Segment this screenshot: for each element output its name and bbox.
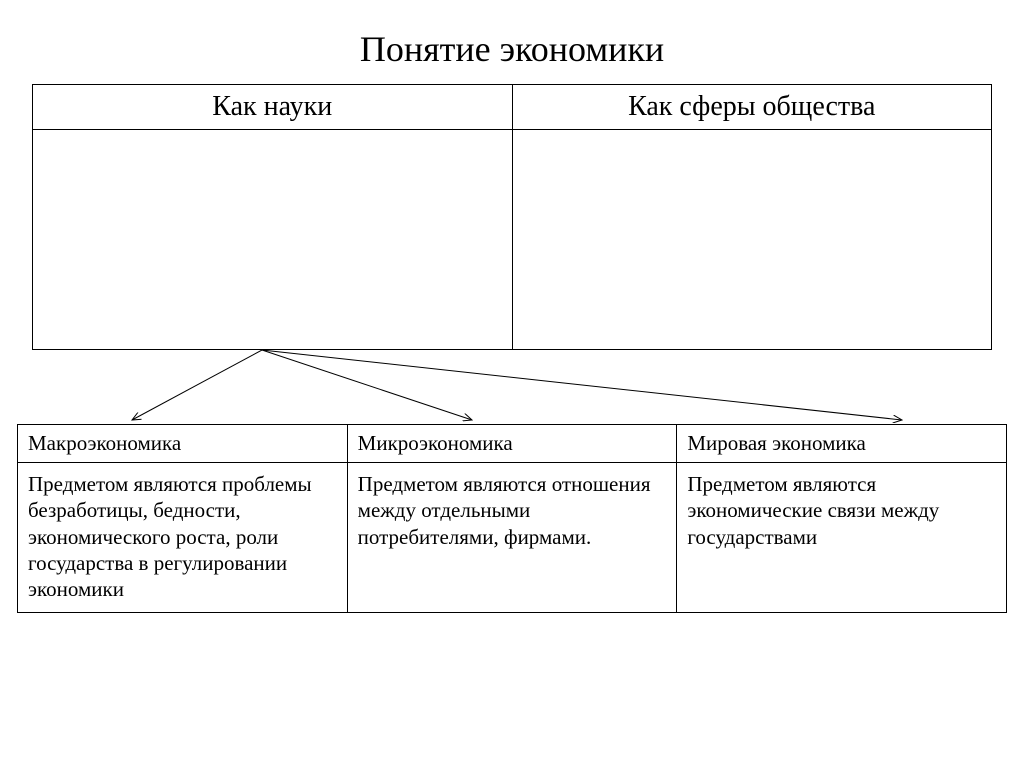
arrow-line-1 xyxy=(132,350,262,420)
bottom-header-2: Микроэкономика xyxy=(347,425,677,463)
top-header-right: Как сферы общества xyxy=(512,85,992,130)
top-header-left: Как науки xyxy=(33,85,513,130)
page-title: Понятие экономики xyxy=(0,0,1024,84)
arrows-svg xyxy=(32,350,992,424)
top-cell-right xyxy=(512,130,992,350)
bottom-cell-3: Предметом являются экономические связи м… xyxy=(677,463,1007,613)
bottom-header-3: Мировая экономика xyxy=(677,425,1007,463)
bottom-cell-1: Предметом являются проблемы безработицы,… xyxy=(18,463,348,613)
bottom-table: Макроэкономика Микроэкономика Мировая эк… xyxy=(17,424,1007,613)
top-cell-left xyxy=(33,130,513,350)
bottom-cell-2: Предметом являются отношения между отдел… xyxy=(347,463,677,613)
arrow-line-2 xyxy=(262,350,472,420)
arrow-line-3 xyxy=(262,350,902,420)
bottom-header-1: Макроэкономика xyxy=(18,425,348,463)
top-table: Как науки Как сферы общества xyxy=(32,84,992,350)
